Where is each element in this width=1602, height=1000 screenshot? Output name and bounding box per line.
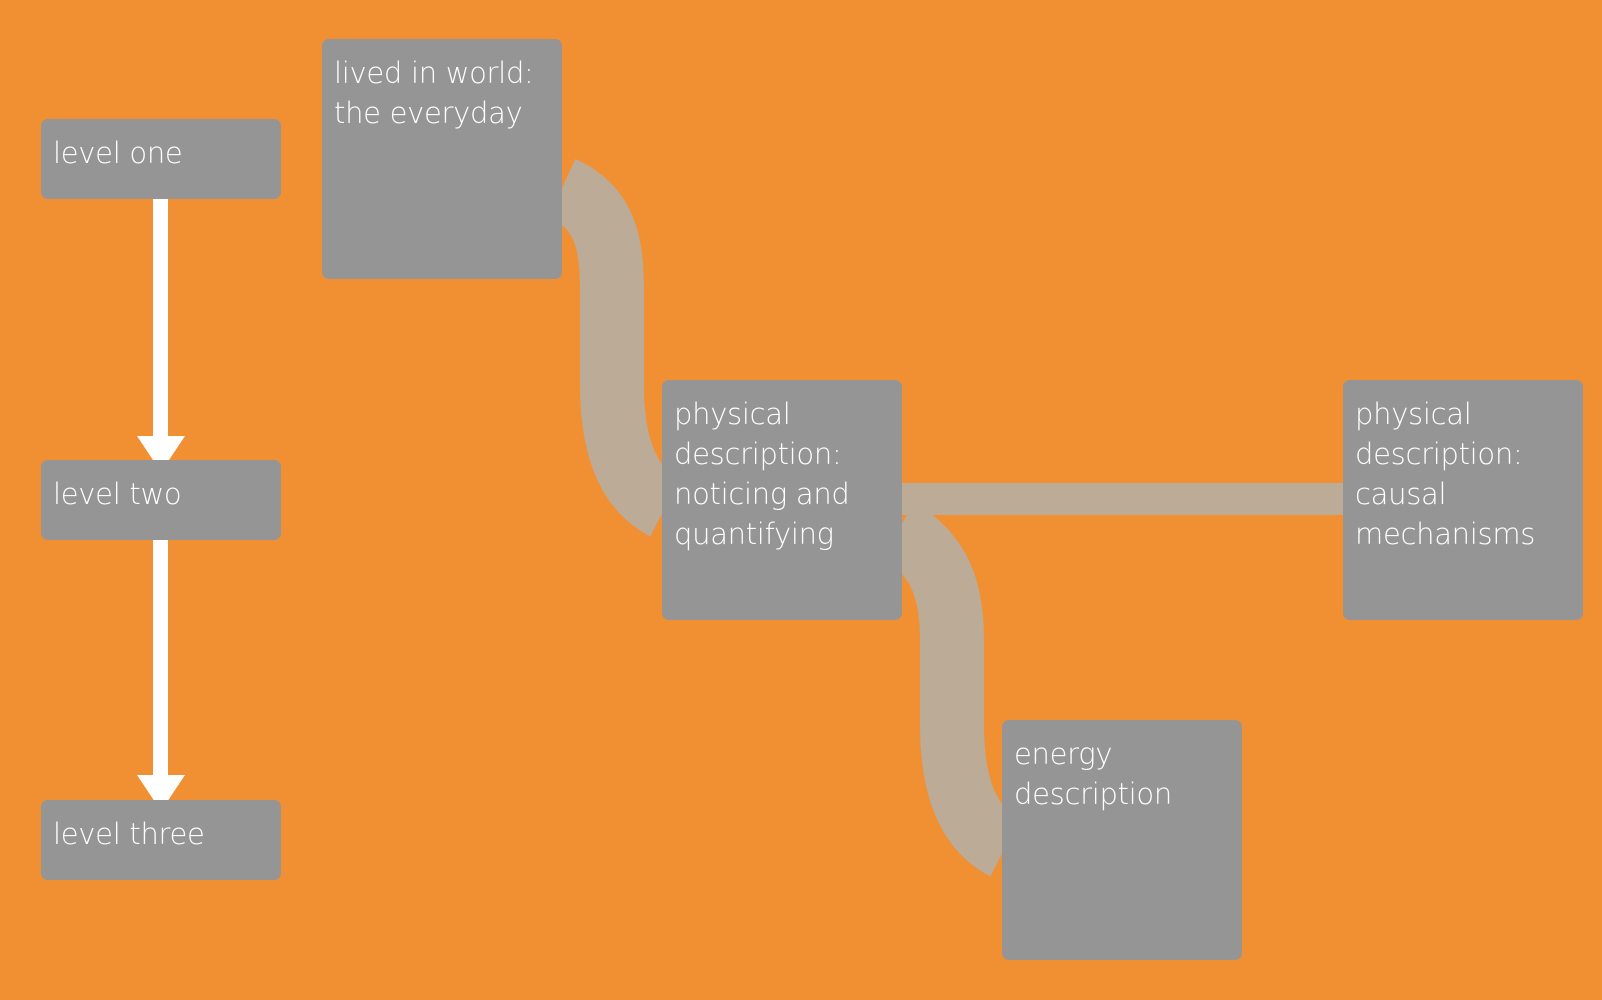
arrow-head-one-two (137, 436, 185, 472)
arrow-head-two-three (137, 775, 185, 811)
level-three-box: level three (41, 800, 281, 880)
level-one-box: level one (41, 119, 281, 199)
node-physical-causal-label: physical description: causal mechanisms (1355, 397, 1536, 551)
node-physical-causal: physical description: causal mechanisms (1343, 380, 1583, 620)
connector-lived-to-noticing (547, 158, 682, 537)
level-two-label: level two (53, 477, 182, 511)
node-lived-in-world-label: lived in world: the everyday (334, 56, 534, 130)
node-physical-noticing: physical description: noticing and quant… (662, 380, 902, 620)
level-two-box: level two (41, 460, 281, 540)
node-energy-description-label: energy description (1014, 737, 1172, 811)
level-three-label: level three (53, 817, 205, 851)
arrow-shaft-two-three (153, 532, 168, 777)
arrow-shaft-one-two (153, 190, 168, 438)
connector-noticing-to-energy (880, 502, 1022, 877)
level-one-label: level one (53, 136, 183, 170)
node-energy-description: energy description (1002, 720, 1242, 960)
node-physical-noticing-label: physical description: noticing and quant… (674, 397, 850, 551)
node-lived-in-world: lived in world: the everyday (322, 39, 562, 279)
